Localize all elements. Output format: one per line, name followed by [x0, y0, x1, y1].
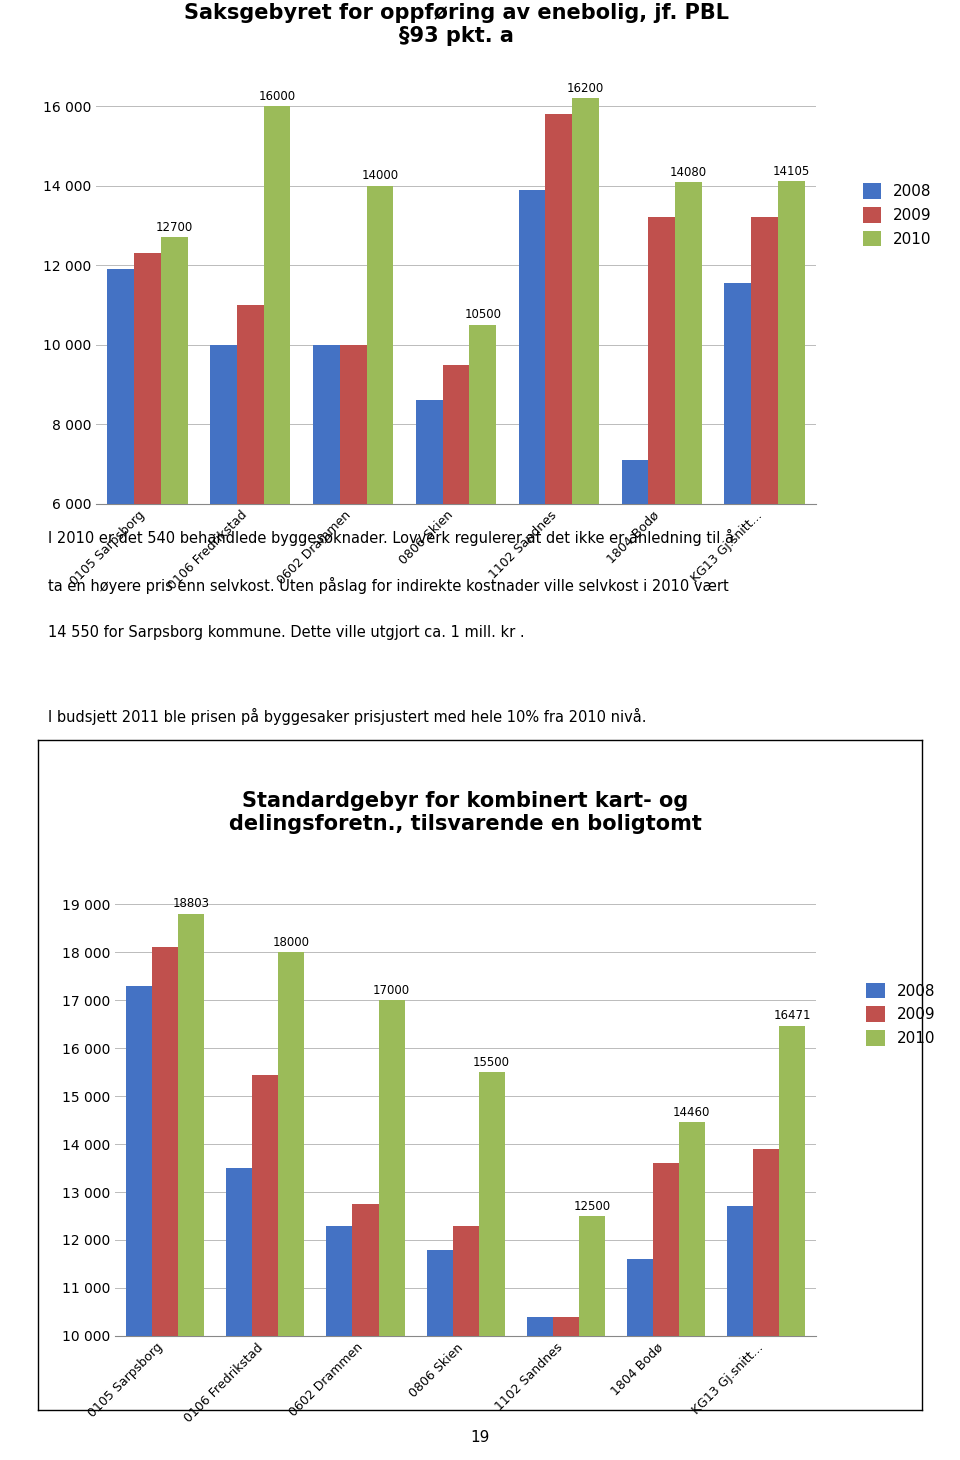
Bar	[469, 324, 496, 742]
Text: 16200: 16200	[567, 82, 604, 95]
Text: 18000: 18000	[273, 936, 310, 949]
Bar	[679, 1123, 705, 1460]
Text: 14000: 14000	[361, 169, 398, 182]
Text: 16471: 16471	[773, 1009, 811, 1022]
Legend: 2008, 2009, 2010: 2008, 2009, 2010	[860, 977, 942, 1053]
Bar	[527, 1317, 553, 1460]
Bar	[416, 400, 443, 742]
Text: 19: 19	[470, 1431, 490, 1445]
Bar	[227, 1168, 252, 1460]
Bar	[426, 1250, 452, 1460]
Bar	[627, 1259, 653, 1460]
Bar	[545, 114, 572, 742]
Text: ta en høyere pris enn selvkost. Uten påslag for indirekte kostnader ville selvko: ta en høyere pris enn selvkost. Uten pås…	[48, 577, 729, 594]
Bar	[675, 182, 702, 742]
Title: Saksgebyret for oppføring av enebolig, jf. PBL
§93 pkt. a: Saksgebyret for oppføring av enebolig, j…	[183, 3, 729, 45]
Bar	[252, 1075, 278, 1460]
Text: 12500: 12500	[573, 1200, 611, 1213]
Bar	[778, 181, 804, 742]
Bar	[751, 218, 778, 742]
Text: 17000: 17000	[372, 984, 410, 997]
Bar	[134, 253, 160, 742]
Bar	[126, 986, 153, 1460]
Bar	[210, 345, 237, 742]
Bar	[725, 283, 751, 742]
Legend: 2008, 2009, 2010: 2008, 2009, 2010	[856, 177, 938, 253]
Bar	[479, 1072, 505, 1460]
Text: 15500: 15500	[473, 1056, 510, 1069]
Bar	[553, 1317, 579, 1460]
Text: 14105: 14105	[773, 165, 810, 178]
Bar	[378, 1000, 404, 1460]
Bar	[572, 98, 599, 742]
Text: I 2010 er det 540 behandlede byggesøknader. Lovverk regulerer at det ikke er anl: I 2010 er det 540 behandlede byggesøknad…	[48, 529, 734, 546]
Text: 12700: 12700	[156, 220, 193, 234]
Bar	[237, 305, 264, 742]
Bar	[648, 218, 675, 742]
Text: 18803: 18803	[173, 898, 210, 911]
Bar	[727, 1206, 753, 1460]
Text: 14 550 for Sarpsborg kommune. Dette ville utgjort ca. 1 mill. kr .: 14 550 for Sarpsborg kommune. Dette vill…	[48, 625, 524, 639]
Title: Standardgebyr for kombinert kart- og
delingsforetn., tilsvarende en boligtomt: Standardgebyr for kombinert kart- og del…	[229, 791, 702, 834]
Bar	[108, 269, 134, 742]
Bar	[579, 1216, 605, 1460]
Bar	[779, 1025, 805, 1460]
Bar	[153, 948, 179, 1460]
Bar	[264, 107, 290, 742]
Text: I budsjett 2011 ble prisen på byggesaker prisjustert med hele 10% fra 2010 nivå.: I budsjett 2011 ble prisen på byggesaker…	[48, 708, 646, 726]
Bar	[313, 345, 340, 742]
Text: 16000: 16000	[258, 89, 296, 102]
Bar	[326, 1225, 352, 1460]
Bar	[179, 914, 204, 1460]
Bar	[278, 952, 304, 1460]
Text: 10500: 10500	[465, 308, 501, 321]
Bar	[367, 185, 394, 742]
Text: 14080: 14080	[670, 166, 707, 180]
Bar	[622, 460, 648, 742]
Bar	[753, 1149, 779, 1460]
Bar	[653, 1164, 679, 1460]
Bar	[340, 345, 367, 742]
Bar	[518, 190, 545, 742]
Text: 14460: 14460	[673, 1105, 710, 1118]
Bar	[452, 1225, 479, 1460]
Bar	[443, 365, 469, 742]
Bar	[352, 1204, 378, 1460]
Bar	[160, 238, 187, 742]
